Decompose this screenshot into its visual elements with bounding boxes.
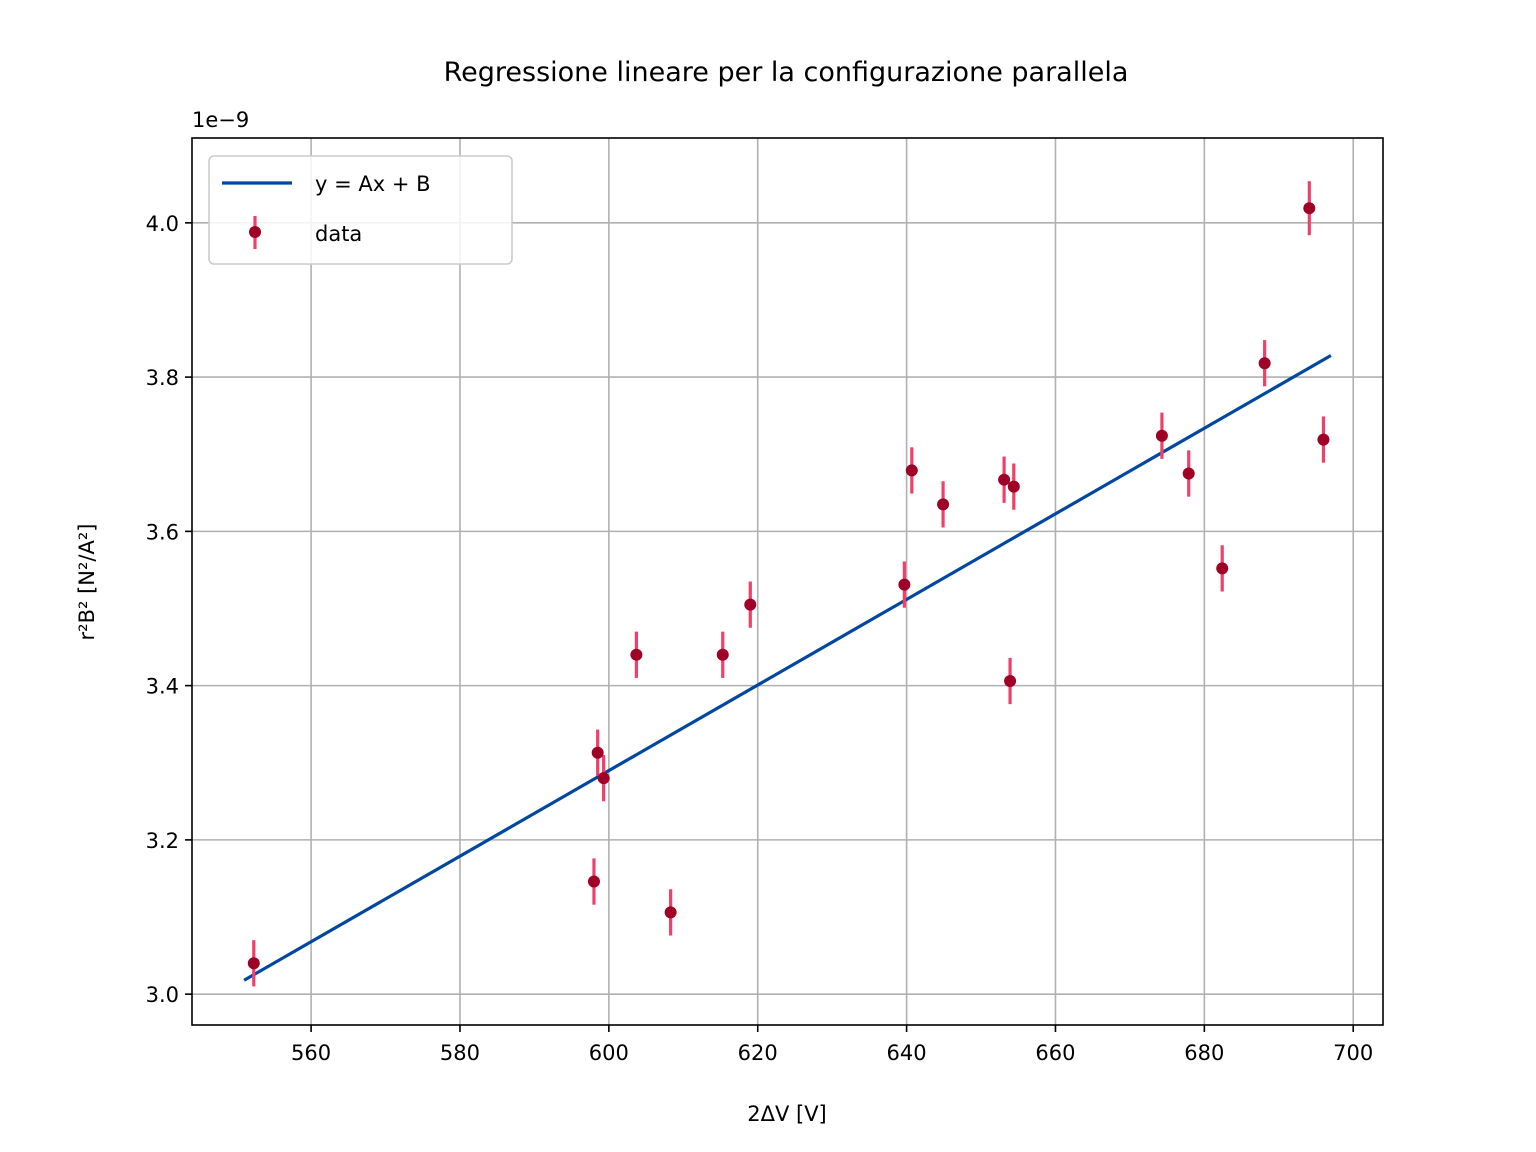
y-tick-label: 3.4 bbox=[146, 675, 179, 699]
data-point bbox=[1182, 467, 1195, 480]
data-point bbox=[1216, 562, 1229, 575]
data-point bbox=[630, 648, 643, 661]
x-tick-label: 560 bbox=[291, 1041, 331, 1065]
x-tick-label: 580 bbox=[440, 1041, 480, 1065]
y-axis-label: r²B² [N²/A²] bbox=[75, 524, 99, 641]
y-tick-label: 3.0 bbox=[146, 983, 179, 1007]
legend-fit-label: y = Ax + B bbox=[315, 172, 431, 196]
x-tick-label: 620 bbox=[738, 1041, 778, 1065]
data-point bbox=[716, 648, 729, 661]
x-tick-label: 600 bbox=[589, 1041, 629, 1065]
x-axis: 560 580 600 620 640 660 680 700 bbox=[291, 1025, 1373, 1065]
data-point bbox=[597, 772, 610, 785]
data-point bbox=[1007, 480, 1020, 493]
y-axis: 3.0 3.2 3.4 3.6 3.8 4.0 bbox=[146, 212, 192, 1007]
x-tick-label: 700 bbox=[1333, 1041, 1373, 1065]
chart-title: Regressione lineare per la configurazion… bbox=[444, 57, 1129, 88]
y-tick-label: 3.2 bbox=[146, 829, 179, 853]
plot-frame bbox=[191, 137, 1384, 1026]
data-point bbox=[898, 578, 911, 591]
y-tick-label: 3.8 bbox=[146, 366, 179, 390]
fit-line-layer bbox=[243, 354, 1332, 982]
data-point bbox=[1317, 433, 1330, 446]
data-point bbox=[1258, 357, 1271, 370]
x-tick-label: 640 bbox=[887, 1041, 927, 1065]
data-point bbox=[1303, 202, 1316, 215]
legend-data-marker bbox=[249, 226, 261, 238]
data-point bbox=[587, 875, 600, 888]
data-point bbox=[937, 498, 950, 511]
data-point bbox=[247, 957, 260, 970]
data-point bbox=[591, 746, 604, 759]
y-offset-text: 1e−9 bbox=[192, 108, 249, 132]
y-tick-label: 4.0 bbox=[146, 212, 179, 236]
data-point bbox=[744, 598, 757, 611]
x-tick-label: 660 bbox=[1035, 1041, 1075, 1065]
legend-data-label: data bbox=[315, 222, 362, 246]
data-point bbox=[998, 473, 1011, 486]
y-tick-label: 3.6 bbox=[146, 520, 179, 544]
data-point bbox=[905, 464, 918, 477]
data-point bbox=[1155, 429, 1168, 442]
fit-line bbox=[243, 354, 1332, 982]
data-point bbox=[664, 906, 677, 919]
data-points-layer bbox=[247, 181, 1330, 987]
x-tick-label: 680 bbox=[1184, 1041, 1224, 1065]
legend: y = Ax + B data bbox=[208, 155, 513, 265]
x-axis-label: 2ΔV [V] bbox=[747, 1102, 827, 1126]
data-point bbox=[1004, 674, 1017, 687]
grid bbox=[192, 138, 1383, 1025]
